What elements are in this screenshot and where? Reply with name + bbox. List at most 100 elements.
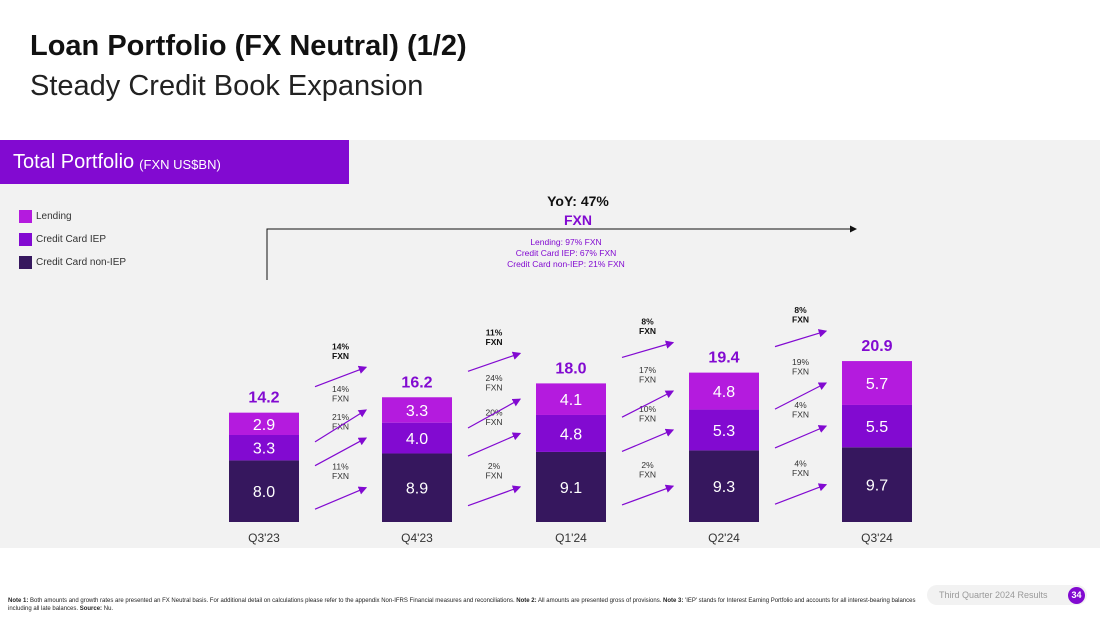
growth-label-iep: FXN <box>792 410 809 420</box>
growth-label-total: 11% <box>486 327 503 337</box>
footnote-part: Note 3: <box>663 598 684 604</box>
growth-label-non-iep: 11% <box>332 462 349 472</box>
data-label-lending: 2.9 <box>253 417 275 434</box>
data-label-non-iep: 8.9 <box>406 481 428 498</box>
bar-segment-iep <box>536 414 606 452</box>
bar-segment-non-iep <box>842 447 912 522</box>
growth-label-iep: 4% <box>794 400 807 410</box>
yoy-detail: Credit Card IEP: 67% FXN <box>516 248 617 258</box>
bar-segment-lending <box>382 397 452 423</box>
data-label-non-iep: 9.3 <box>713 479 735 496</box>
growth-label-iep: FXN <box>486 417 503 427</box>
growth-label-lending: 17% <box>639 365 656 375</box>
footnote-part: 'IEP' stands for Interest Earning Portfo… <box>8 598 916 612</box>
section-unit: (FXN US$BN) <box>139 156 221 172</box>
footer-label: Third Quarter 2024 Results <box>939 590 1048 600</box>
yoy-title: YoY: 47% <box>547 193 609 209</box>
growth-label-total: 8% <box>794 305 807 315</box>
slide-subtitle: Steady Credit Book Expansion <box>30 70 424 102</box>
bar-segment-lending <box>536 383 606 415</box>
x-tick-label: Q3'23 <box>248 531 280 545</box>
bar-segment-non-iep <box>536 451 606 522</box>
data-label-iep: 4.8 <box>560 426 582 443</box>
data-label-non-iep: 9.7 <box>866 478 888 495</box>
growth-arrow-total <box>774 329 828 348</box>
growth-label-non-iep: FXN <box>792 468 809 478</box>
growth-label-total: FXN <box>639 326 656 336</box>
growth-arrow-non-iep <box>621 484 675 506</box>
data-label-iep: 5.5 <box>866 419 888 436</box>
bar-segment-non-iep <box>229 460 299 522</box>
x-tick-label: Q4'23 <box>401 531 433 545</box>
legend-swatch-credit-card-non-iep <box>19 256 32 269</box>
growth-label-iep: FXN <box>639 413 656 423</box>
bar-segment-iep <box>382 422 452 454</box>
growth-label-non-iep: FXN <box>486 470 503 480</box>
growth-label-lending: FXN <box>332 393 349 403</box>
bar-segment-lending <box>842 361 912 405</box>
footnote-part: Note 2: <box>516 598 537 604</box>
growth-arrow-iep <box>314 437 368 467</box>
growth-label-total: FXN <box>486 337 503 347</box>
growth-label-lending: FXN <box>792 367 809 377</box>
growth-label-non-iep: 2% <box>488 461 501 471</box>
section-title: Total Portfolio <box>13 150 135 173</box>
growth-label-total: 14% <box>332 341 349 351</box>
growth-arrow-lending <box>774 382 828 410</box>
growth-label-lending: 14% <box>332 384 349 394</box>
legend-label-credit-card-non-iep: Credit Card non-IEP <box>36 257 127 268</box>
growth-arrow-total <box>314 365 368 388</box>
growth-label-lending: FXN <box>639 375 656 385</box>
growth-arrow-non-iep <box>467 485 522 507</box>
legend-swatch-credit-card-iep <box>19 233 32 246</box>
chart-legend: Lending Credit Card IEP Credit Card non-… <box>19 205 126 274</box>
legend-item-credit-card-non-iep: Credit Card non-IEP <box>19 251 126 274</box>
growth-label-iep: 21% <box>332 412 349 422</box>
growth-arrow-lending <box>314 409 368 443</box>
slide-title: Loan Portfolio (FX Neutral) (1/2) <box>30 30 467 62</box>
footnote-part: Both amounts and growth rates are presen… <box>28 598 517 604</box>
growth-arrow-iep <box>467 432 522 457</box>
data-label-iep: 5.3 <box>713 423 735 440</box>
data-label-non-iep: 8.0 <box>253 484 275 501</box>
growth-arrow-total <box>467 351 522 372</box>
bar-segment-non-iep <box>382 453 452 522</box>
x-tick-label: Q2'24 <box>708 531 740 545</box>
yoy-unit: FXN <box>564 212 592 228</box>
growth-arrow-lending <box>621 390 675 418</box>
growth-label-non-iep: 2% <box>641 460 654 470</box>
growth-arrow-non-iep <box>314 486 368 510</box>
yoy-detail: Lending: 97% FXN <box>530 237 601 247</box>
growth-label-iep: 10% <box>639 404 656 414</box>
total-label: 14.2 <box>248 390 279 407</box>
growth-arrow-iep <box>774 425 828 449</box>
page-number: 34 <box>1068 586 1085 604</box>
x-tick-label: Q1'24 <box>555 531 587 545</box>
total-label: 18.0 <box>555 360 586 377</box>
growth-label-non-iep: 4% <box>794 459 807 469</box>
data-label-lending: 4.8 <box>713 384 735 401</box>
total-label: 20.9 <box>861 338 892 355</box>
legend-item-lending: Lending <box>19 205 126 228</box>
data-label-iep: 4.0 <box>406 431 428 448</box>
yoy-bracket <box>266 225 857 280</box>
legend-label-lending: Lending <box>36 211 72 222</box>
section-header: Total Portfolio (FXN US$BN) <box>0 140 349 184</box>
bar-segment-lending <box>229 412 299 435</box>
growth-label-lending: FXN <box>486 383 503 393</box>
legend-item-credit-card-iep: Credit Card IEP <box>19 228 126 251</box>
growth-label-lending: 24% <box>485 373 502 383</box>
bar-segment-iep <box>689 409 759 451</box>
footnote-part: All amounts are presented gross of provi… <box>536 598 664 604</box>
footer: Third Quarter 2024 Results 34 <box>927 585 1087 605</box>
data-label-iep: 3.3 <box>253 441 275 458</box>
growth-label-iep: 20% <box>485 407 502 417</box>
total-label: 16.2 <box>401 374 432 391</box>
growth-label-total: FXN <box>792 315 809 325</box>
data-label-non-iep: 9.1 <box>560 480 582 497</box>
total-label: 19.4 <box>708 350 739 367</box>
legend-swatch-lending <box>19 210 32 223</box>
footnote-part: Source: <box>79 606 103 612</box>
growth-arrow-lending <box>467 398 522 429</box>
footnote-part: Note 1: <box>8 598 29 604</box>
